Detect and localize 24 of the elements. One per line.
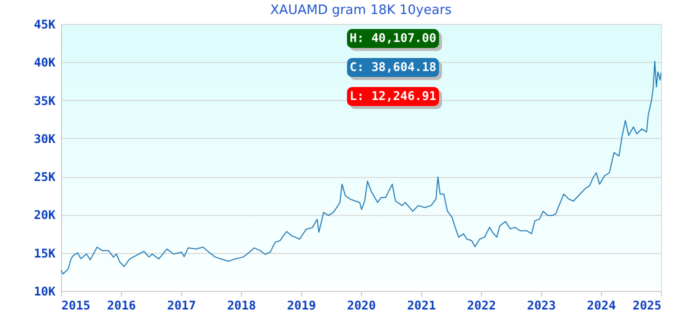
- x-tick-label: 2019: [287, 298, 316, 312]
- y-tick-label: 40K: [34, 56, 56, 70]
- y-tick-label: 10K: [34, 284, 56, 298]
- x-tick-label: 2020: [346, 298, 376, 312]
- annotation: C: 38,604.18: [347, 58, 439, 77]
- y-tick-label: 20K: [34, 208, 56, 222]
- annotation: L: 12,246.91: [347, 87, 439, 106]
- y-tick-label: 45K: [34, 18, 56, 32]
- x-tick-label: 2015: [62, 298, 90, 312]
- x-tick-label: 2016: [107, 298, 136, 312]
- x-tick-label: 2025: [632, 298, 662, 312]
- y-tick-label: 15K: [34, 246, 56, 260]
- x-tick-label: 2023: [526, 298, 556, 312]
- x-tick-label: 2021: [407, 298, 436, 312]
- x-tick-label: 2017: [167, 298, 196, 312]
- y-tick-label: 30K: [34, 132, 56, 146]
- line-series: [60, 60, 662, 274]
- x-tick-label: 2024: [586, 298, 616, 312]
- y-tick-label: 35K: [34, 94, 56, 108]
- chart-title: XAUAMD gram 18K 10years: [269, 3, 453, 18]
- x-tick-label: 2018: [227, 298, 256, 312]
- x-tick-label: 2022: [467, 298, 496, 312]
- annotation: H: 40,107.00: [347, 29, 439, 48]
- y-tick-label: 25K: [34, 170, 56, 184]
